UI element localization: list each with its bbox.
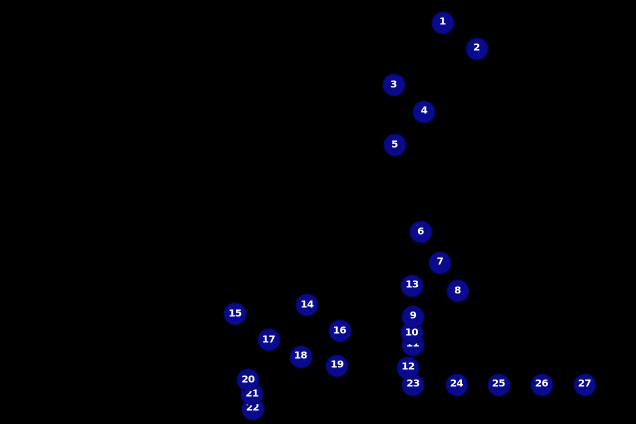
graph-node-8[interactable]: 8 [446, 279, 469, 303]
graph-node-25[interactable]: 25 [487, 373, 510, 396]
graph-node-7[interactable]: 7 [428, 251, 452, 274]
graph-node-16[interactable]: 16 [328, 319, 351, 343]
graph-node-14[interactable]: 14 [295, 293, 319, 317]
graph-node-4[interactable]: 4 [412, 100, 436, 123]
graph-node-6[interactable]: 6 [409, 220, 432, 244]
graph-node-5[interactable]: 5 [383, 133, 406, 157]
graph-node-1[interactable]: 1 [431, 11, 454, 34]
graph-node-18[interactable]: 18 [289, 345, 312, 368]
graph-node-24[interactable]: 24 [445, 373, 468, 396]
graph-node-3[interactable]: 3 [382, 73, 405, 97]
graph-node-12[interactable]: 12 [396, 356, 420, 379]
graph-node-26[interactable]: 26 [530, 373, 553, 396]
graph-node-2[interactable]: 2 [465, 37, 488, 60]
graph-node-13[interactable]: 13 [400, 274, 424, 297]
graph-node-15[interactable]: 15 [223, 302, 247, 326]
graph-node-17[interactable]: 17 [257, 328, 280, 352]
graph-node-27[interactable]: 27 [573, 373, 596, 396]
graph-node-19[interactable]: 19 [325, 354, 349, 377]
graph-node-9[interactable]: 9 [401, 305, 425, 328]
graph-node-20[interactable]: 20 [236, 368, 260, 392]
